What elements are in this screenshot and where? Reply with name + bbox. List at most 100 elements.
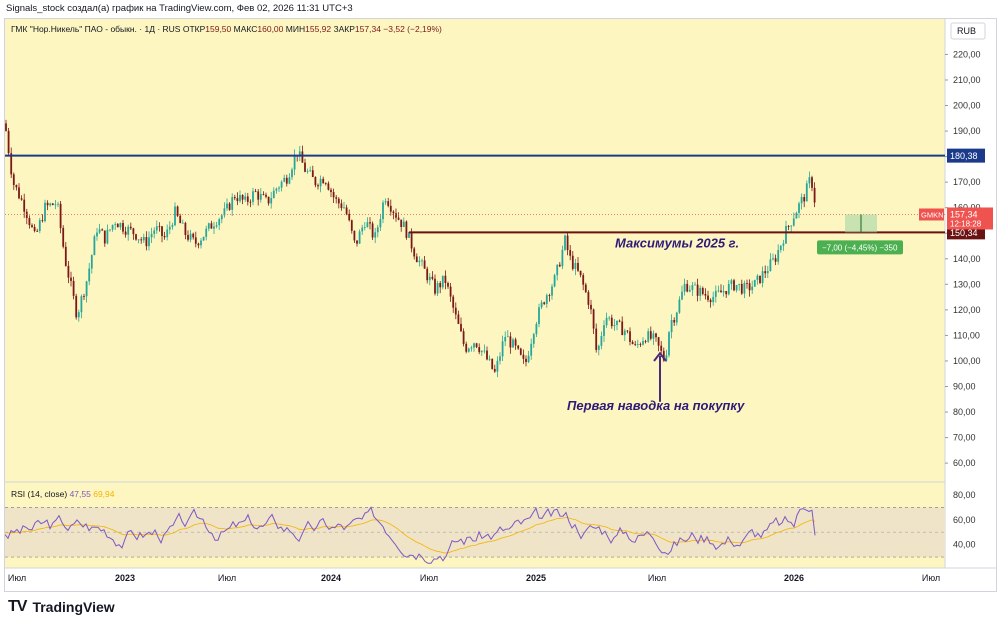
rsi-tick-label: 80,00 [953,490,976,500]
candle-body [753,279,756,287]
candle-body [38,220,41,231]
candle-body [163,236,166,238]
candle-body [67,265,70,278]
candle-body [608,317,611,319]
candle-body [792,218,795,226]
candle-body [434,278,436,294]
candle-body [371,223,374,238]
candle-body [111,224,114,230]
time-tick-label: 2024 [321,573,341,583]
candle-body [192,233,195,238]
candle-body [782,243,785,246]
currency-label: RUB [957,26,976,36]
candle-body [548,295,551,296]
candle-body [738,283,741,286]
candle-body [96,232,98,237]
chart-background [5,19,945,568]
candle-body [176,206,179,216]
candle-body [103,230,106,244]
candle-body [309,170,312,172]
candle-body [332,191,335,198]
candle-body [83,296,85,298]
candle-body [101,229,104,231]
candle-body [746,283,748,284]
time-tick-label: Июл [648,573,666,583]
candle-body [278,187,280,189]
max-2025-annotation: Максимумы 2025 г. [615,235,739,250]
candle-body [15,184,18,188]
candle-body [301,151,304,163]
candle-body [397,217,400,220]
candle-body [395,213,397,218]
candle-body [813,187,816,203]
candle-body [441,275,444,288]
candle-body [140,239,143,241]
candle-body [452,296,455,308]
candle-body [470,347,473,349]
candle-body [587,292,590,305]
candle-body [215,225,218,227]
candle-body [774,258,777,262]
candle-body [98,229,101,233]
candle-body [447,283,449,287]
position-label-box [817,240,903,255]
candle-body [699,287,702,296]
candle-body [85,281,88,297]
candle-body [509,336,512,348]
candle-body [670,320,673,333]
candle-body [483,350,486,352]
candle-body [525,358,527,363]
candle-body [374,232,377,238]
candle-body [122,223,124,232]
candle-body [5,123,7,131]
candle-body [314,177,317,186]
candle-body [644,341,647,342]
candle-body [688,289,691,292]
candle-body [280,181,283,188]
candle-body [106,229,109,244]
candle-body [766,271,769,274]
candle-body [366,222,369,228]
candle-body [465,343,468,352]
candles-group [5,119,816,378]
candle-body [457,314,460,324]
candle-body [233,197,236,199]
candle-body [262,194,265,195]
candle-body [569,250,572,256]
price-tick-label: 220,00 [953,49,981,59]
candle-body [252,191,254,202]
price-tick-label: 210,00 [953,75,981,85]
price-chart[interactable]: 220,00210,00200,00190,00180,00170,00160,… [5,19,996,591]
candle-body [246,196,249,202]
time-tick-label: 2026 [784,573,804,583]
candle-body [20,198,23,200]
time-tick-label: 2023 [115,573,135,583]
candle-body [179,215,182,224]
chart-frame[interactable]: 220,00210,00200,00190,00180,00170,00160,… [4,18,997,592]
candle-body [704,293,707,296]
candle-body [551,286,553,296]
candle-body [317,185,319,187]
time-tick-label: 2025 [526,573,546,583]
candle-body [356,240,358,244]
chart-legend: ГМК "Нор.Никель" ПАО - обыкн. · 1Д · RUS… [11,24,442,34]
candle-body [44,202,46,222]
candle-body [530,343,533,356]
candle-body [790,225,793,227]
candle-body [800,197,803,204]
candle-body [652,333,655,339]
candle-body [751,286,754,291]
candle-body [400,219,403,227]
price-axis-panel [945,19,996,591]
candle-body [348,213,351,221]
candle-body [423,260,426,269]
candle-body [626,330,629,332]
candle-body [202,236,205,241]
candle-body [12,174,15,185]
candle-body [553,275,556,287]
candle-body [327,183,330,190]
candle-body [439,282,442,288]
tradingview-footer[interactable]: TV TradingView [8,598,115,616]
candle-body [405,221,408,238]
candle-body [285,177,288,184]
